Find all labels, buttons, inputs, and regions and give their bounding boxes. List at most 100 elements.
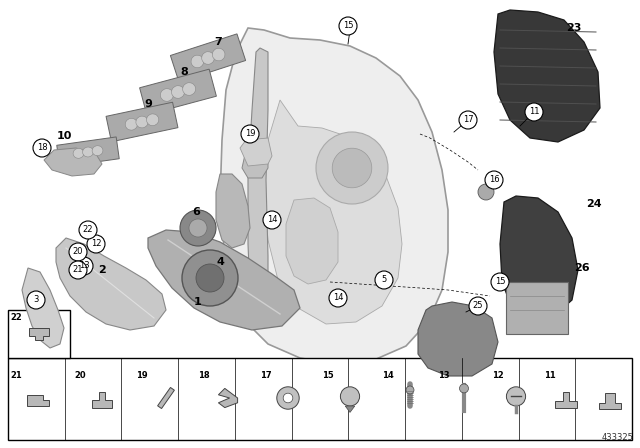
Text: 19: 19 <box>136 371 148 380</box>
Ellipse shape <box>147 114 159 125</box>
Polygon shape <box>44 148 102 176</box>
Circle shape <box>525 103 543 121</box>
Text: 22: 22 <box>10 314 22 323</box>
Polygon shape <box>106 102 178 142</box>
Text: 15: 15 <box>322 371 333 380</box>
Circle shape <box>406 386 414 394</box>
Circle shape <box>469 297 487 315</box>
Ellipse shape <box>182 83 196 95</box>
Text: 12: 12 <box>492 371 504 380</box>
Text: 15: 15 <box>343 22 353 30</box>
Ellipse shape <box>136 116 148 128</box>
Text: 3: 3 <box>33 296 38 305</box>
Circle shape <box>263 211 281 229</box>
Ellipse shape <box>161 89 173 101</box>
Text: 18: 18 <box>36 143 47 152</box>
Circle shape <box>491 273 509 291</box>
Polygon shape <box>216 174 250 248</box>
Circle shape <box>339 17 357 35</box>
Circle shape <box>69 243 87 261</box>
Text: 5: 5 <box>381 276 387 284</box>
Polygon shape <box>22 268 64 348</box>
Polygon shape <box>92 392 111 408</box>
Circle shape <box>75 257 93 275</box>
Text: 23: 23 <box>566 23 582 33</box>
Text: 21: 21 <box>10 371 22 380</box>
Polygon shape <box>599 393 621 409</box>
Ellipse shape <box>172 86 184 98</box>
Circle shape <box>329 289 347 307</box>
Polygon shape <box>286 198 338 284</box>
Text: 14: 14 <box>267 215 277 224</box>
Polygon shape <box>220 28 448 364</box>
Text: 6: 6 <box>192 207 200 217</box>
Circle shape <box>180 210 216 246</box>
Text: 26: 26 <box>574 263 590 273</box>
Text: 1: 1 <box>194 297 202 307</box>
Ellipse shape <box>191 55 204 68</box>
Circle shape <box>69 261 87 279</box>
Text: 11: 11 <box>529 108 540 116</box>
Circle shape <box>189 219 207 237</box>
Polygon shape <box>148 230 300 330</box>
Polygon shape <box>242 142 268 178</box>
Circle shape <box>340 387 360 406</box>
Circle shape <box>79 221 97 239</box>
Polygon shape <box>29 328 49 340</box>
Text: 13: 13 <box>79 262 90 271</box>
Polygon shape <box>140 69 216 115</box>
Bar <box>506 282 568 334</box>
Polygon shape <box>500 196 578 318</box>
Text: 8: 8 <box>180 67 188 77</box>
Circle shape <box>459 111 477 129</box>
Polygon shape <box>555 392 577 408</box>
Circle shape <box>33 139 51 157</box>
Text: 19: 19 <box>244 129 255 138</box>
Text: 25: 25 <box>473 302 483 310</box>
Circle shape <box>27 291 45 309</box>
Ellipse shape <box>202 52 214 65</box>
Text: 2: 2 <box>98 265 106 275</box>
Circle shape <box>316 132 388 204</box>
Polygon shape <box>218 388 237 408</box>
Polygon shape <box>345 406 355 413</box>
Circle shape <box>332 148 372 188</box>
Polygon shape <box>157 388 174 409</box>
Text: 13: 13 <box>438 371 450 380</box>
Text: 14: 14 <box>333 293 343 302</box>
Circle shape <box>485 171 503 189</box>
Text: 14: 14 <box>382 371 394 380</box>
Polygon shape <box>27 395 49 406</box>
Circle shape <box>241 125 259 143</box>
Text: 16: 16 <box>489 176 499 185</box>
Text: 7: 7 <box>214 37 222 47</box>
Text: 18: 18 <box>198 371 210 380</box>
Circle shape <box>375 271 393 289</box>
Polygon shape <box>56 238 166 330</box>
Circle shape <box>460 384 468 393</box>
Ellipse shape <box>212 48 225 61</box>
Circle shape <box>87 235 105 253</box>
Bar <box>8 310 70 358</box>
Text: 24: 24 <box>586 199 602 209</box>
Circle shape <box>506 387 525 406</box>
Text: 10: 10 <box>56 131 72 141</box>
Text: 20: 20 <box>73 247 83 257</box>
Polygon shape <box>418 302 498 376</box>
Circle shape <box>196 264 224 292</box>
Text: 11: 11 <box>544 371 556 380</box>
Polygon shape <box>240 138 272 166</box>
Polygon shape <box>170 34 246 82</box>
Polygon shape <box>248 48 268 322</box>
Bar <box>8 358 632 440</box>
Ellipse shape <box>125 118 138 130</box>
Text: 21: 21 <box>73 266 83 275</box>
Text: 17: 17 <box>463 116 474 125</box>
Text: 22: 22 <box>83 225 93 234</box>
Circle shape <box>478 184 494 200</box>
Circle shape <box>283 393 293 403</box>
Polygon shape <box>57 137 119 167</box>
Text: 9: 9 <box>144 99 152 109</box>
Polygon shape <box>264 100 402 324</box>
Text: 4: 4 <box>216 257 224 267</box>
